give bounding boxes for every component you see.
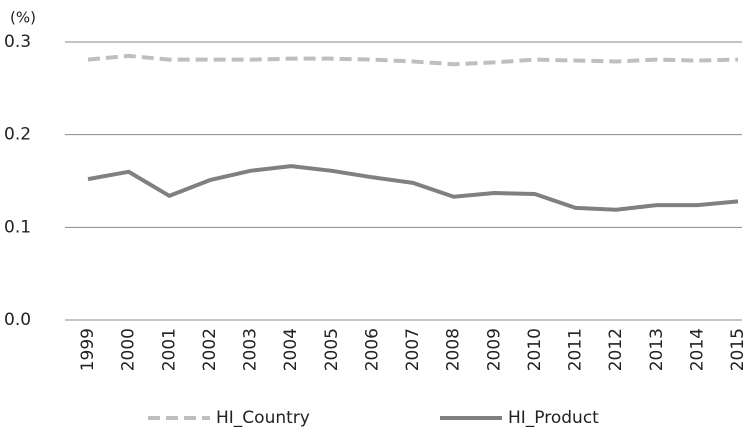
x-tick-label: 2015 bbox=[728, 328, 748, 371]
x-tick-label: 2005 bbox=[322, 328, 342, 371]
x-tick-label: 2000 bbox=[119, 328, 139, 371]
x-tick-label: 1999 bbox=[78, 328, 98, 371]
x-tick-label: 2013 bbox=[647, 328, 667, 371]
x-tick-label: 2004 bbox=[281, 328, 301, 371]
x-tick-label: 2014 bbox=[687, 328, 707, 371]
x-tick-label: 2010 bbox=[525, 328, 545, 371]
y-tick-label: 0.3 bbox=[4, 32, 31, 52]
x-tick-label: 2006 bbox=[362, 328, 382, 371]
line-series bbox=[87, 164, 739, 212]
x-tick-label: 2002 bbox=[200, 328, 220, 371]
line-series bbox=[87, 53, 739, 67]
x-tick-label: 2009 bbox=[484, 328, 504, 371]
x-tick-label: 2003 bbox=[241, 328, 261, 371]
x-tick-label: 2011 bbox=[566, 328, 586, 371]
y-tick-label: 0.0 bbox=[4, 310, 31, 330]
legend-label: HI_Product bbox=[508, 408, 599, 428]
y-tick-label: 0.1 bbox=[4, 217, 31, 237]
y-tick-label: 0.2 bbox=[4, 125, 31, 145]
x-tick-label: 2012 bbox=[606, 328, 626, 371]
y-axis-label: (%) bbox=[10, 9, 36, 27]
legend-label: HI_Country bbox=[216, 408, 310, 428]
x-tick-label: 2007 bbox=[403, 328, 423, 371]
x-tick-label: 2001 bbox=[159, 328, 179, 371]
x-tick-label: 2008 bbox=[444, 328, 464, 371]
